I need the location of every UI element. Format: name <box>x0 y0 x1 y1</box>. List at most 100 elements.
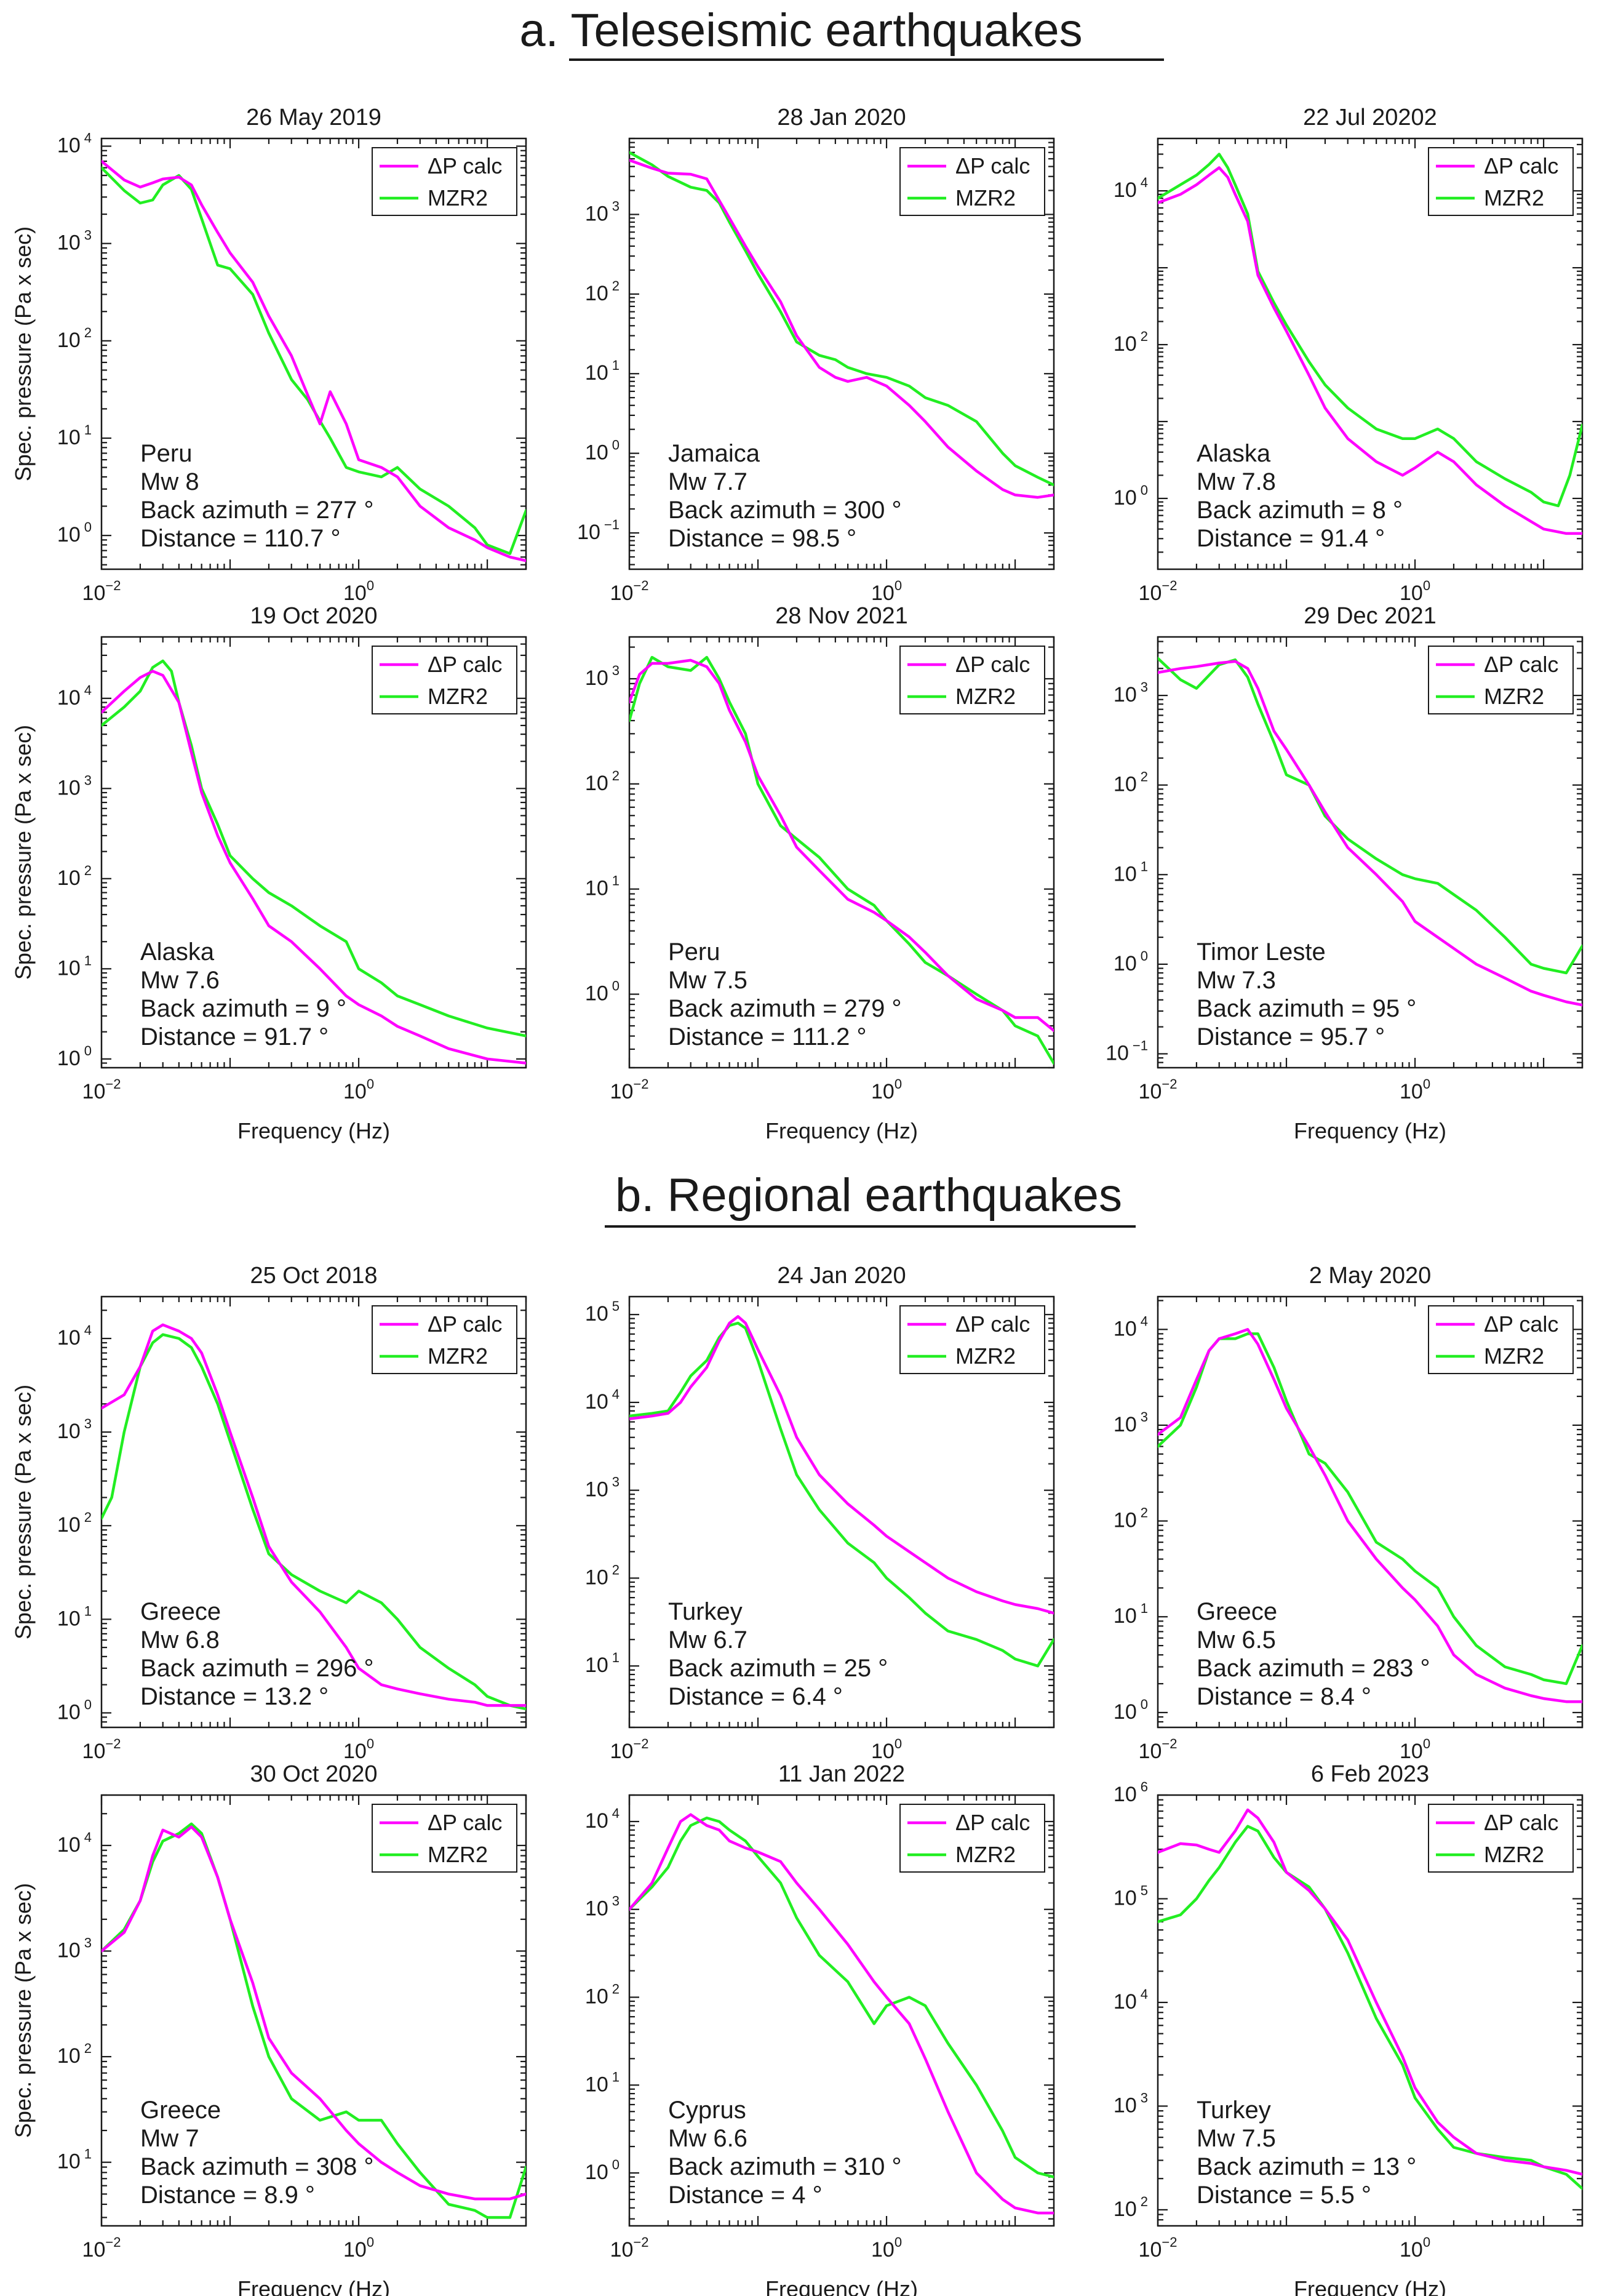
x-tick-label: 100 <box>343 578 374 605</box>
legend-box <box>899 147 1045 216</box>
section-title-regional: b. Regional earthquakes <box>615 1169 1122 1222</box>
event-annotation-line: Mw 7.6 <box>140 967 220 994</box>
y-tick-label: 10 4 <box>1114 1313 1148 1340</box>
legend-box <box>372 646 517 714</box>
series-line-dp-calc <box>1158 166 1582 535</box>
x-tick-label: 100 <box>343 2234 374 2262</box>
y-tick-label: 10 3 <box>585 198 620 225</box>
event-annotation-line: Timor Leste <box>1197 938 1326 966</box>
plot-frame <box>100 636 527 1069</box>
plot-frame <box>628 137 1055 570</box>
panel-title: 22 Jul 20202 <box>1303 105 1437 130</box>
y-tick-label: 10 5 <box>1114 1882 1148 1910</box>
y-tick-label: 10 0 <box>57 519 92 546</box>
event-annotation-line: Distance = 5.5 ° <box>1197 2182 1371 2209</box>
legend-box <box>899 1804 1045 1873</box>
plot-frame <box>628 1295 1055 1729</box>
event-annotation-line: Distance = 91.4 ° <box>1197 525 1385 552</box>
y-tick-label: 10 0 <box>57 1043 92 1070</box>
legend-label-dp-calc: ΔP calc <box>955 1810 1030 1835</box>
panel-title: 29 Dec 2021 <box>1304 603 1437 629</box>
y-tick-label: 10 3 <box>57 1416 92 1443</box>
y-tick-label: 10 0 <box>1114 948 1148 975</box>
y-tick-label: 10 3 <box>585 663 620 690</box>
y-tick-label: 10 1 <box>585 358 620 385</box>
event-annotation-line: Mw 7.7 <box>668 468 747 495</box>
event-annotation-line: Mw 7.5 <box>668 967 747 994</box>
legend-label-mzr2: MZR2 <box>955 1842 1016 1867</box>
event-annotation-line: Back azimuth = 13 ° <box>1197 2153 1416 2180</box>
x-tick-label: 10−2 <box>1139 1736 1178 1763</box>
event-annotation-line: Mw 7 <box>140 2125 199 2152</box>
y-tick-label: 10 3 <box>57 1935 92 1962</box>
legend-box <box>899 1305 1045 1374</box>
y-tick-label: 10 −1 <box>577 517 620 544</box>
legend-box <box>1428 646 1574 714</box>
event-annotation-line: Mw 6.5 <box>1197 1626 1276 1654</box>
event-annotation-line: Distance = 13.2 ° <box>140 1683 329 1710</box>
plot-frame <box>1157 1794 1584 2227</box>
series-line-dp-calc <box>629 1813 1054 2215</box>
x-axis-label: Frequency (Hz) <box>237 2276 390 2296</box>
legend-label-dp-calc: ΔP calc <box>428 1810 502 1835</box>
event-annotation-line: Mw 6.7 <box>668 1626 747 1654</box>
x-tick-label: 10−2 <box>610 2234 649 2262</box>
event-annotation-line: Peru <box>140 440 193 467</box>
event-annotation-line: Distance = 8.4 ° <box>1197 1683 1371 1710</box>
y-tick-label: 10 1 <box>585 2069 620 2096</box>
event-annotation-line: Distance = 91.7 ° <box>140 1023 329 1050</box>
legend-label-dp-calc: ΔP calc <box>1484 1311 1558 1337</box>
event-annotation-line: Mw 7.3 <box>1197 967 1276 994</box>
event-annotation-line: Distance = 95.7 ° <box>1197 1023 1385 1050</box>
event-annotation-line: Back azimuth = 9 ° <box>140 995 346 1022</box>
event-annotation-line: Alaska <box>1197 440 1271 467</box>
x-tick-label: 10−2 <box>610 1076 649 1103</box>
legend-box <box>372 1804 517 1873</box>
x-axis-label: Frequency (Hz) <box>1294 1118 1446 1143</box>
panel-title: 6 Feb 2023 <box>1311 1761 1429 1787</box>
event-annotation-line: Back azimuth = 300 ° <box>668 497 902 524</box>
legend-label-mzr2: MZR2 <box>1484 1842 1544 1867</box>
y-tick-label: 10 1 <box>57 953 92 980</box>
y-tick-label: 10 2 <box>1114 329 1148 356</box>
x-axis-label: Frequency (Hz) <box>1294 2276 1446 2296</box>
event-annotation-line: Greece <box>1197 1598 1277 1625</box>
x-tick-label: 10−2 <box>610 1736 649 1763</box>
y-tick-label: 10 4 <box>57 130 92 158</box>
y-tick-label: 10 4 <box>57 1830 92 1857</box>
x-tick-label: 100 <box>343 1076 374 1103</box>
y-tick-label: 10 2 <box>57 325 92 352</box>
y-tick-label: 10 1 <box>57 422 92 449</box>
legend-label-dp-calc: ΔP calc <box>428 652 502 677</box>
event-annotation-line: Back azimuth = 310 ° <box>668 2153 902 2180</box>
legend-label-mzr2: MZR2 <box>428 185 488 210</box>
event-annotation-line: Greece <box>140 2097 221 2124</box>
panel-title: 26 May 2019 <box>246 105 381 130</box>
y-tick-label: 10 3 <box>1114 679 1148 706</box>
event-annotation-line: Back azimuth = 8 ° <box>1197 497 1403 524</box>
series-line-dp-calc <box>102 1323 526 1707</box>
y-tick-label: 10 5 <box>585 1298 620 1326</box>
x-axis-label: Frequency (Hz) <box>237 1118 390 1143</box>
y-tick-label: 10 4 <box>57 682 92 710</box>
event-annotation-line: Mw 6.8 <box>140 1626 220 1654</box>
series-line-dp-calc <box>629 658 1054 1033</box>
panel-title: 19 Oct 2020 <box>250 603 377 629</box>
x-tick-label: 100 <box>1400 1076 1430 1103</box>
y-tick-label: 10 3 <box>585 1474 620 1502</box>
series-line-mzr2 <box>629 151 1054 487</box>
panel-title: 11 Jan 2022 <box>778 1761 905 1787</box>
series-line-dp-calc <box>1158 1808 1582 2176</box>
y-tick-label: 10 −1 <box>1106 1038 1148 1065</box>
y-tick-label: 10 4 <box>57 1322 92 1350</box>
legend-box <box>372 1305 517 1374</box>
